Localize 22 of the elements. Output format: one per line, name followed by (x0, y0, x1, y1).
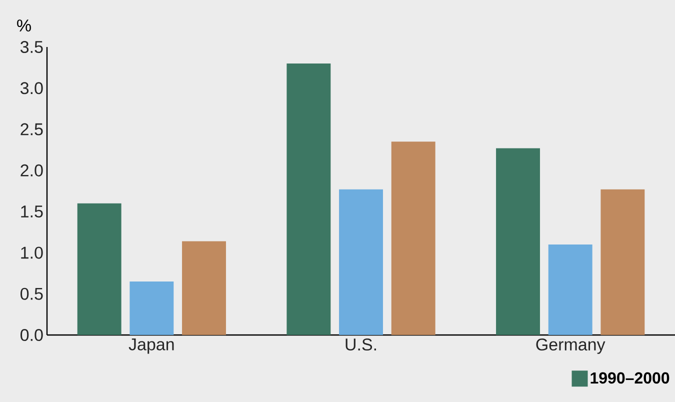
x-tick-label: Japan (128, 338, 174, 354)
y-tick-label: 3.5 (20, 40, 43, 54)
x-tick-label: U.S. (346, 338, 376, 351)
bar (130, 282, 174, 335)
bar (496, 148, 540, 335)
legend-label: 1990–2000 (590, 372, 670, 384)
bar (548, 244, 592, 335)
y-tick-label: 1.5 (21, 206, 43, 218)
bar (286, 63, 331, 335)
y-tick-label: 0.5 (20, 288, 43, 300)
bar (391, 142, 436, 335)
x-tick-label: Germany (536, 338, 606, 354)
y-axis-title: % (17, 20, 31, 32)
bar (600, 189, 645, 335)
y-tick-label: 0.0 (20, 328, 43, 342)
bar (77, 203, 122, 335)
y-tick-label: 2.0 (20, 164, 43, 176)
bar (339, 189, 383, 335)
y-tick-label: 2.5 (20, 123, 43, 136)
y-tick-label: 1.0 (21, 246, 43, 259)
bar (182, 241, 226, 335)
y-tick-label: 3.0 (20, 82, 43, 94)
